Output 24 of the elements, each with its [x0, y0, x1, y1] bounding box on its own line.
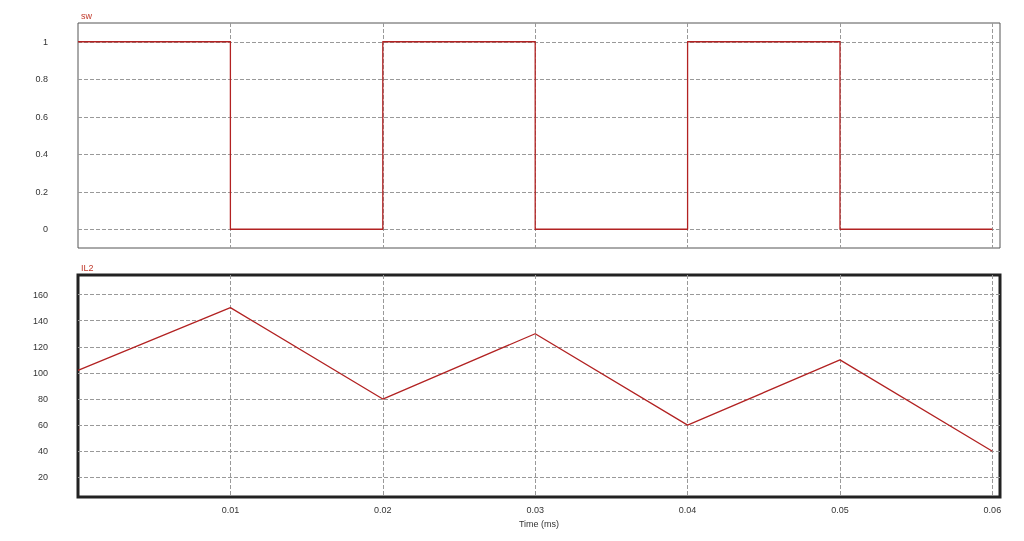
x-axis-title: Time (ms) [518, 518, 560, 529]
y-tick-label: 80 [37, 394, 48, 405]
y-tick-label: 0.6 [35, 111, 48, 122]
x-tick-label: 0.03 [526, 504, 544, 515]
chart-title: IL2 [81, 262, 94, 273]
chart-title: sw [81, 10, 93, 21]
x-tick-label: 0.04 [678, 504, 697, 515]
y-tick-label: 0 [42, 224, 48, 235]
line-series [77, 307, 994, 452]
y-tick-label: 0.4 [35, 149, 48, 160]
x-tick-label: 0.01 [221, 504, 240, 515]
x-tick-label: 0.05 [831, 504, 849, 515]
y-tick-label: 40 [37, 446, 48, 457]
x-tick-label: 0.06 [983, 504, 1002, 515]
y-tick-label: 120 [32, 341, 48, 352]
y-tick-label: 0.2 [35, 186, 48, 197]
y-tick-label: 160 [32, 289, 48, 300]
y-tick-label: 0.8 [35, 74, 48, 85]
y-tick-label: 100 [32, 367, 48, 378]
y-tick-label: 1 [42, 36, 48, 47]
y-tick-label: 20 [37, 472, 48, 483]
x-tick-label: 0.02 [374, 504, 392, 515]
y-tick-label: 60 [37, 420, 48, 431]
y-tick-label: 140 [32, 315, 48, 326]
